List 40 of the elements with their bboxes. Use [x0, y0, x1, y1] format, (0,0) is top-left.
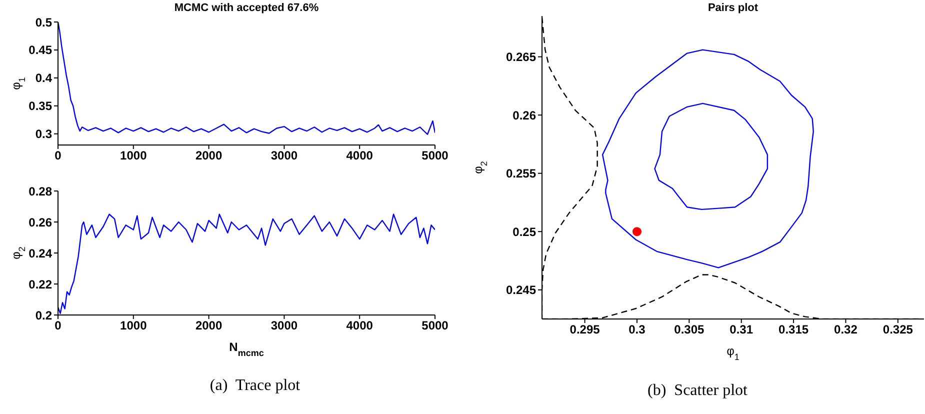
- x-axis-title: N$_{mcmc}$: [229, 340, 264, 358]
- y-tick-label: 0.4: [35, 71, 52, 86]
- y-tick-label: 0.24: [28, 246, 52, 260]
- x-tick-label: 0.305: [674, 322, 705, 337]
- y-tick-label: 0.22: [28, 277, 52, 292]
- x-tick-label: 5000: [422, 318, 449, 333]
- x-tick-label: 0.3: [628, 322, 646, 337]
- x-tick-label: 2000: [195, 318, 222, 333]
- x-tick-label: 3000: [270, 148, 298, 163]
- y-tick-label: 0.45: [28, 43, 52, 58]
- chart-title: MCMC with accepted 67.6%: [173, 2, 320, 14]
- y-tick-label: 0.245: [506, 283, 536, 298]
- y-tick-label: 0.3: [35, 127, 52, 142]
- y-tick-label: 0.2: [35, 308, 52, 322]
- chart-title: Pairs plot: [706, 2, 760, 14]
- y-tick-label: 0.28: [28, 184, 52, 198]
- x-tick-label: 2000: [195, 148, 222, 163]
- x-tick-label: 4000: [346, 148, 374, 163]
- x-tick-label: 0.31: [730, 322, 754, 337]
- x-tick-label: 1000: [120, 318, 148, 333]
- x-tick-label: 3000: [270, 318, 298, 333]
- x-tick-label: 1000: [120, 148, 148, 163]
- y-tick-label: 0.35: [28, 99, 52, 114]
- x-tick-label: 0.325: [882, 322, 914, 337]
- y-tick-label: 0.265: [506, 50, 536, 64]
- x-tick-label: 0: [54, 318, 62, 333]
- x-tick-label: 0.315: [778, 322, 809, 337]
- x-tick-label: 0.32: [834, 322, 858, 337]
- y-tick-label: 0.5: [35, 15, 52, 30]
- x-axis-title: φ$_{1}$: [726, 344, 740, 362]
- text: (b) Scatter plot: [646, 382, 748, 400]
- x-tick-label: 0.295: [570, 322, 600, 337]
- y-tick-label: 0.26: [28, 215, 52, 230]
- x-tick-label: 0: [54, 148, 62, 163]
- text: (a) Trace plot: [208, 377, 302, 395]
- y-tick-label: 0.255: [506, 166, 536, 181]
- x-tick-label: 4000: [346, 318, 374, 333]
- y-tick-label: 0.26: [512, 108, 536, 122]
- y-tick-label: 0.25: [512, 224, 536, 239]
- x-tick-label: 5000: [422, 148, 449, 163]
